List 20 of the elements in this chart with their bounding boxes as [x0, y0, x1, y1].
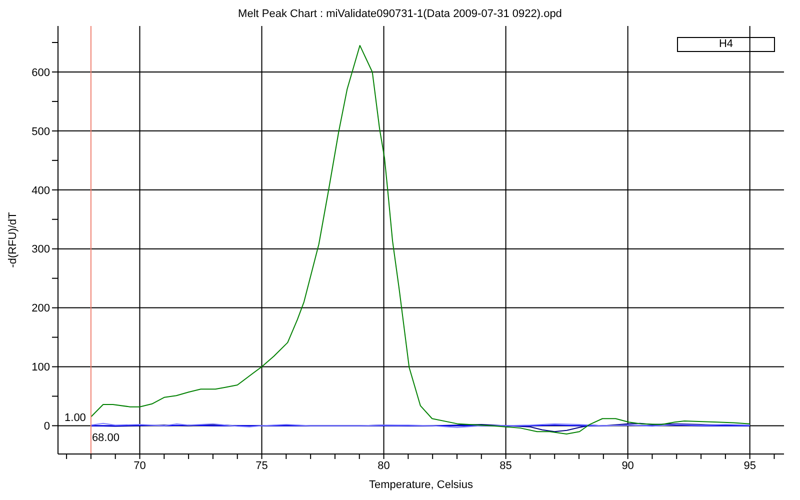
y-tick-label: 400 — [32, 184, 50, 197]
x-tick-label: 95 — [744, 460, 756, 472]
y-tick-label: 300 — [32, 244, 50, 256]
x-tick-label: 70 — [134, 460, 146, 472]
x-axis-title: Temperature, Celsius — [369, 479, 474, 491]
y-axis-title: -d(RFU)/dT — [6, 212, 19, 268]
chart-title: Melt Peak Chart : miValidate090731-1(Data 2009-07-31 0922).opd — [237, 8, 563, 20]
x-tick-label: 85 — [500, 460, 512, 472]
ref-line-label: 68.00 — [92, 432, 120, 444]
annotation: 1.00 — [64, 412, 86, 424]
y-tick-label: 200 — [32, 302, 50, 315]
y-tick-label: 600 — [32, 66, 50, 79]
y-tick-label: 500 — [32, 126, 50, 138]
label-frame: H4 — [678, 38, 774, 51]
x-tick-label: 80 — [378, 460, 390, 472]
x-tick-label: 90 — [622, 460, 634, 472]
y-tick-label: 100 — [32, 362, 50, 374]
y-tick-label: 0 — [44, 420, 50, 433]
annotation: H4 — [718, 38, 734, 50]
x-tick-label: 75 — [256, 460, 268, 472]
